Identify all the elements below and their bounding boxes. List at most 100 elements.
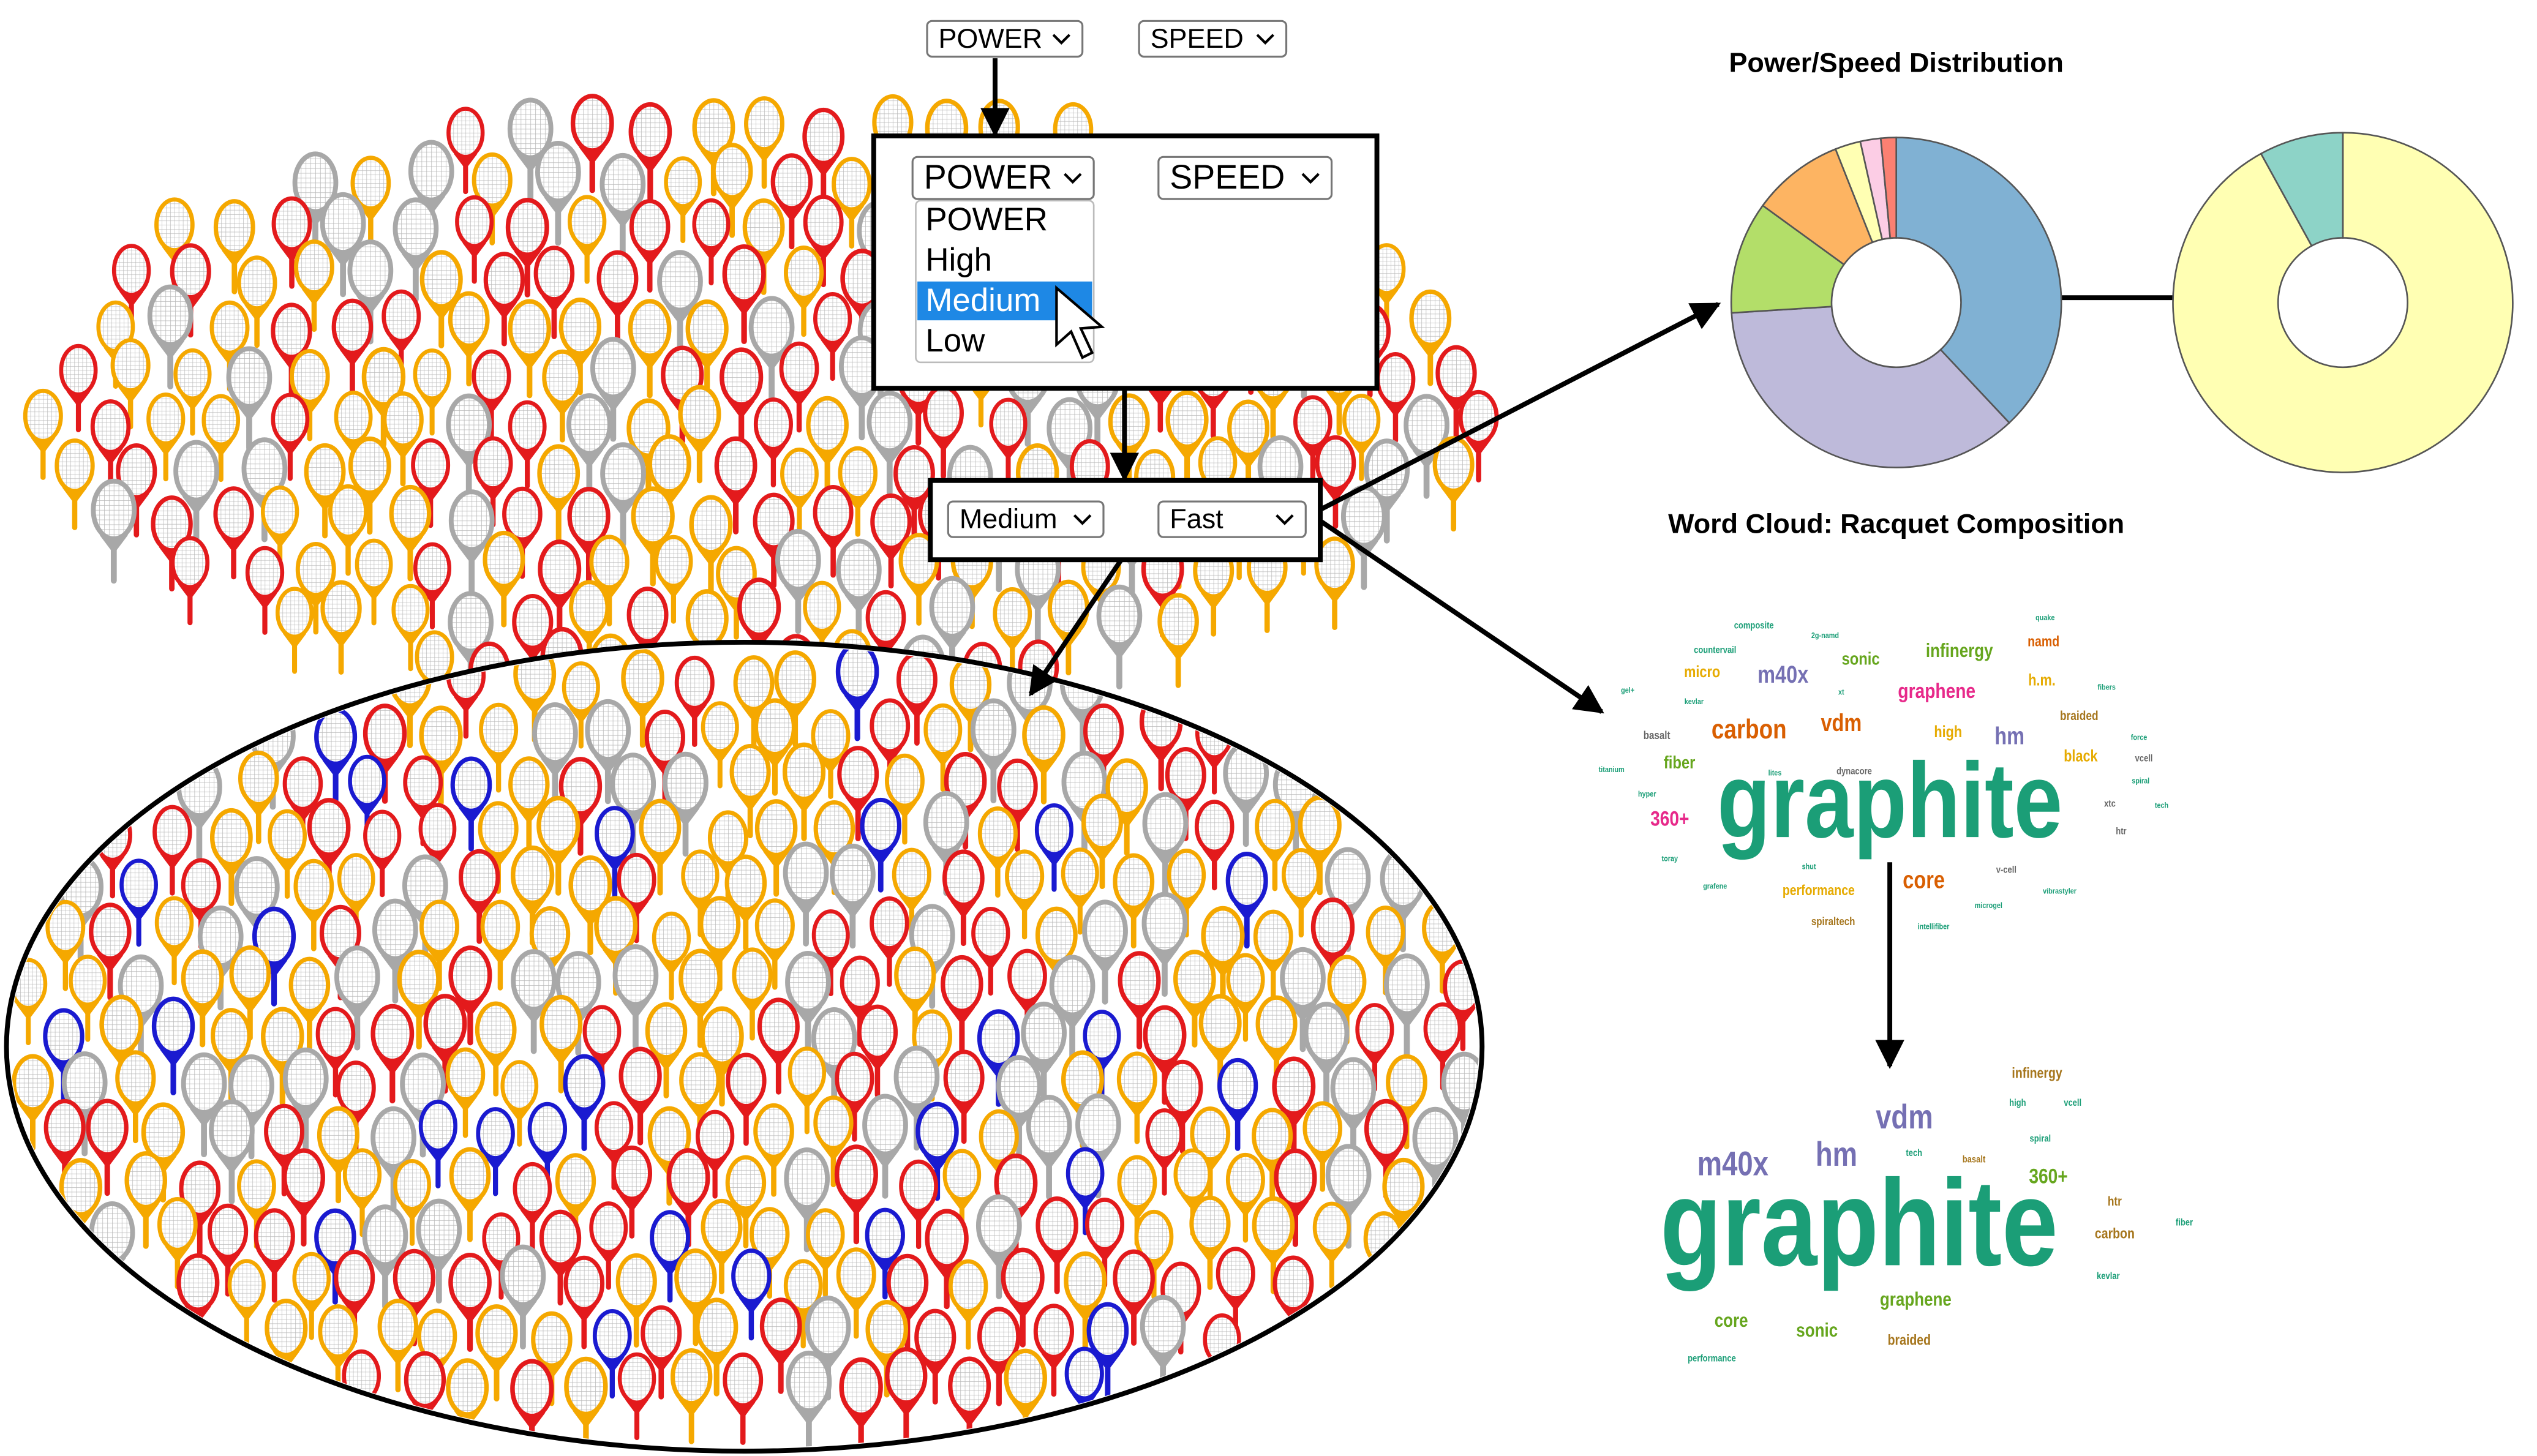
- racquet: [1274, 1148, 1317, 1247]
- racquet: [59, 343, 98, 433]
- select-box[interactable]: [1138, 20, 1288, 58]
- racquet-head: [336, 1060, 376, 1116]
- racquet-head: [975, 1194, 1022, 1257]
- racquet: [362, 1204, 408, 1310]
- racquet-head: [254, 1208, 295, 1265]
- racquet-head: [700, 1006, 744, 1067]
- racquet-head: [1005, 849, 1045, 903]
- racquet: [885, 1346, 928, 1444]
- select[interactable]: POWER: [926, 20, 1084, 58]
- racquet-head: [170, 536, 210, 590]
- racquet: [533, 246, 575, 339]
- select[interactable]: SPEED: [1138, 20, 1288, 58]
- racquet-head: [226, 346, 272, 409]
- select[interactable]: SPEED: [1157, 156, 1333, 200]
- racquet-head: [1303, 1002, 1350, 1065]
- racquet: [779, 341, 819, 433]
- racquet-head: [803, 580, 841, 633]
- racquet-head: [838, 446, 878, 500]
- racquet-head: [43, 1098, 86, 1156]
- racquet-head: [154, 896, 194, 950]
- chevron: [1064, 173, 1082, 184]
- racquet-head: [596, 250, 639, 307]
- racquet-head: [885, 1346, 928, 1405]
- racquet: [542, 349, 583, 443]
- racquet-head: [446, 1358, 489, 1417]
- racquet-head: [1108, 393, 1150, 451]
- racquet-head: [666, 1148, 710, 1207]
- racquet-head: [1165, 390, 1209, 449]
- racquet: [527, 1101, 568, 1193]
- racquet-head: [539, 994, 583, 1054]
- racquet: [1293, 395, 1332, 485]
- dropdown-option[interactable]: High: [925, 242, 992, 278]
- racquet-head: [1272, 1056, 1316, 1116]
- racquet: [1340, 485, 1387, 590]
- select[interactable]: POWER: [911, 156, 1095, 200]
- racquet-head: [834, 1144, 878, 1204]
- select[interactable]: Fast: [1157, 500, 1307, 538]
- chevron: [1052, 34, 1071, 45]
- racquet-head: [837, 746, 879, 803]
- word: shut: [1802, 862, 1816, 871]
- racquet: [617, 1352, 656, 1441]
- racquet-head: [1366, 905, 1405, 959]
- racquet: [1086, 1302, 1129, 1398]
- dropdown-option[interactable]: Medium: [925, 282, 1040, 318]
- racquet: [1005, 849, 1045, 940]
- cursor: [1055, 285, 1105, 359]
- racquet-head: [811, 909, 850, 961]
- racquet: [628, 102, 672, 201]
- racquet: [862, 1094, 908, 1199]
- select-box[interactable]: [947, 500, 1105, 538]
- racquet: [90, 399, 131, 492]
- word: graphite: [1717, 741, 2062, 860]
- racquet-head: [695, 1297, 739, 1357]
- racquet: [245, 546, 285, 635]
- racquet: [722, 244, 766, 344]
- racquet-head: [948, 1259, 988, 1313]
- racquet-head: [997, 758, 1038, 814]
- dropdown-option[interactable]: Low: [925, 323, 985, 359]
- select-box[interactable]: [911, 156, 1095, 200]
- racquet-head: [348, 754, 386, 808]
- racquet-head: [590, 337, 636, 400]
- pie-slice: [1730, 204, 1846, 314]
- dropdown-option[interactable]: POWER: [925, 201, 1048, 238]
- racquet-head: [647, 434, 691, 494]
- word: fiber: [2176, 1218, 2193, 1228]
- select-box[interactable]: [1157, 156, 1333, 200]
- racquet-head: [915, 1101, 959, 1161]
- racquet-head: [511, 949, 557, 1012]
- word: performance: [1688, 1354, 1736, 1364]
- racquet: [54, 438, 95, 530]
- racquet-head: [558, 298, 602, 356]
- word: high: [2009, 1098, 2026, 1108]
- racquet: [836, 1247, 876, 1339]
- racquet: [729, 743, 771, 838]
- racquet: [391, 584, 430, 672]
- racquet-head: [618, 1046, 662, 1106]
- racquet: [537, 444, 581, 542]
- racquet-head: [45, 899, 86, 955]
- racquet-head: [1075, 1093, 1121, 1156]
- racquet-head: [173, 440, 219, 503]
- racquet-head: [404, 1351, 446, 1409]
- racquet-head: [835, 1051, 874, 1106]
- select-box[interactable]: [1157, 500, 1307, 538]
- racquet-head: [670, 1348, 713, 1406]
- select-box[interactable]: [926, 20, 1084, 58]
- racquet-head: [589, 1201, 628, 1255]
- racquet-head: [711, 143, 753, 200]
- racquet: [370, 1106, 416, 1212]
- racquet: [753, 492, 795, 588]
- racquet-handle: [1371, 1258, 1397, 1305]
- racquet-head: [508, 400, 547, 453]
- racquet-head: [811, 1007, 857, 1070]
- racquet: [12, 1054, 54, 1151]
- racquet: [1423, 1002, 1462, 1090]
- select[interactable]: Medium: [947, 500, 1105, 538]
- racquet: [977, 806, 1018, 898]
- racquet-head: [570, 94, 614, 153]
- word: vibrastyler: [2043, 886, 2077, 895]
